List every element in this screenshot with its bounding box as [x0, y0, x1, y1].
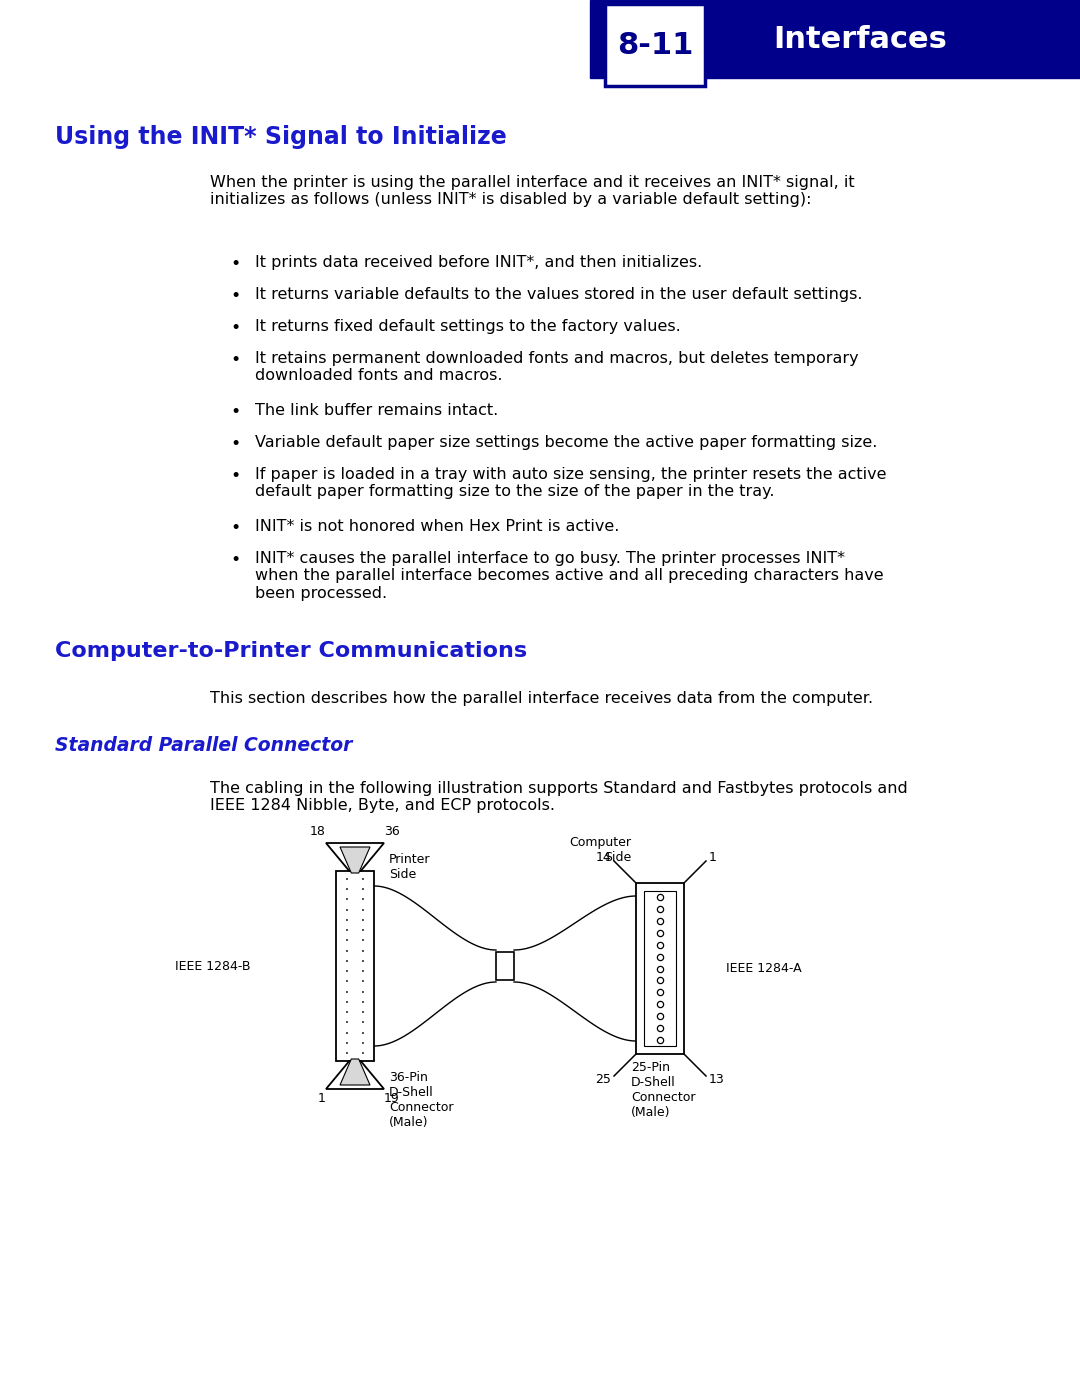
Text: It returns fixed default settings to the factory values.: It returns fixed default settings to the…: [255, 319, 680, 334]
Text: It returns variable defaults to the values stored in the user default settings.: It returns variable defaults to the valu…: [255, 286, 863, 302]
Text: Using the INIT* Signal to Initialize: Using the INIT* Signal to Initialize: [55, 124, 507, 149]
Text: The link buffer remains intact.: The link buffer remains intact.: [255, 402, 498, 418]
Bar: [336, 870, 374, 1060]
Bar: [605, 4, 705, 87]
Text: •: •: [230, 520, 240, 536]
Text: This section describes how the parallel interface receives data from the compute: This section describes how the parallel …: [210, 692, 873, 705]
Text: It retains permanent downloaded fonts and macros, but deletes temporary
download: It retains permanent downloaded fonts an…: [255, 351, 859, 383]
Text: •: •: [230, 256, 240, 272]
Text: Computer-to-Printer Communications: Computer-to-Printer Communications: [55, 641, 527, 661]
Text: 25: 25: [595, 1073, 611, 1085]
Text: IEEE 1284-B: IEEE 1284-B: [175, 960, 251, 972]
Text: 13: 13: [708, 1073, 725, 1085]
Text: •: •: [230, 286, 240, 305]
Text: Standard Parallel Connector: Standard Parallel Connector: [55, 736, 352, 754]
Text: 14: 14: [595, 851, 611, 863]
Text: 1: 1: [319, 1092, 326, 1105]
Text: It prints data received before INIT*, and then initializes.: It prints data received before INIT*, an…: [255, 256, 702, 270]
Text: Interfaces: Interfaces: [773, 25, 947, 53]
Text: IEEE 1284-A: IEEE 1284-A: [726, 963, 801, 975]
Text: INIT* causes the parallel interface to go busy. The printer processes INIT*
when: INIT* causes the parallel interface to g…: [255, 550, 883, 601]
Text: 18: 18: [310, 826, 326, 838]
Text: Variable default paper size settings become the active paper formatting size.: Variable default paper size settings bec…: [255, 434, 877, 450]
Text: 25-Pin
D-Shell
Connector
(Male): 25-Pin D-Shell Connector (Male): [631, 1060, 696, 1119]
Text: Computer
Side: Computer Side: [569, 835, 631, 863]
Text: INIT* is not honored when Hex Print is active.: INIT* is not honored when Hex Print is a…: [255, 520, 619, 534]
Bar: [636, 883, 684, 1053]
Text: Printer
Side: Printer Side: [389, 854, 431, 882]
Text: 1: 1: [708, 851, 717, 863]
Polygon shape: [340, 1059, 370, 1085]
Polygon shape: [326, 842, 384, 870]
Text: 36: 36: [384, 826, 400, 838]
Polygon shape: [340, 847, 370, 873]
Bar: [590, 0, 1080, 78]
Bar: [496, 951, 514, 981]
Text: •: •: [230, 351, 240, 369]
Text: 19: 19: [384, 1092, 400, 1105]
Text: The cabling in the following illustration supports Standard and Fastbytes protoc: The cabling in the following illustratio…: [210, 781, 908, 813]
Text: When the printer is using the parallel interface and it receives an INIT* signal: When the printer is using the parallel i…: [210, 175, 854, 207]
Text: •: •: [230, 467, 240, 485]
Text: •: •: [230, 550, 240, 569]
Text: 36-Pin
D-Shell
Connector
(Male): 36-Pin D-Shell Connector (Male): [389, 1071, 454, 1129]
Bar: [644, 891, 676, 1046]
Text: •: •: [230, 434, 240, 453]
Text: 8-11: 8-11: [617, 31, 693, 60]
Text: •: •: [230, 319, 240, 337]
Text: •: •: [230, 402, 240, 420]
Text: If paper is loaded in a tray with auto size sensing, the printer resets the acti: If paper is loaded in a tray with auto s…: [255, 467, 887, 499]
Polygon shape: [326, 1060, 384, 1090]
